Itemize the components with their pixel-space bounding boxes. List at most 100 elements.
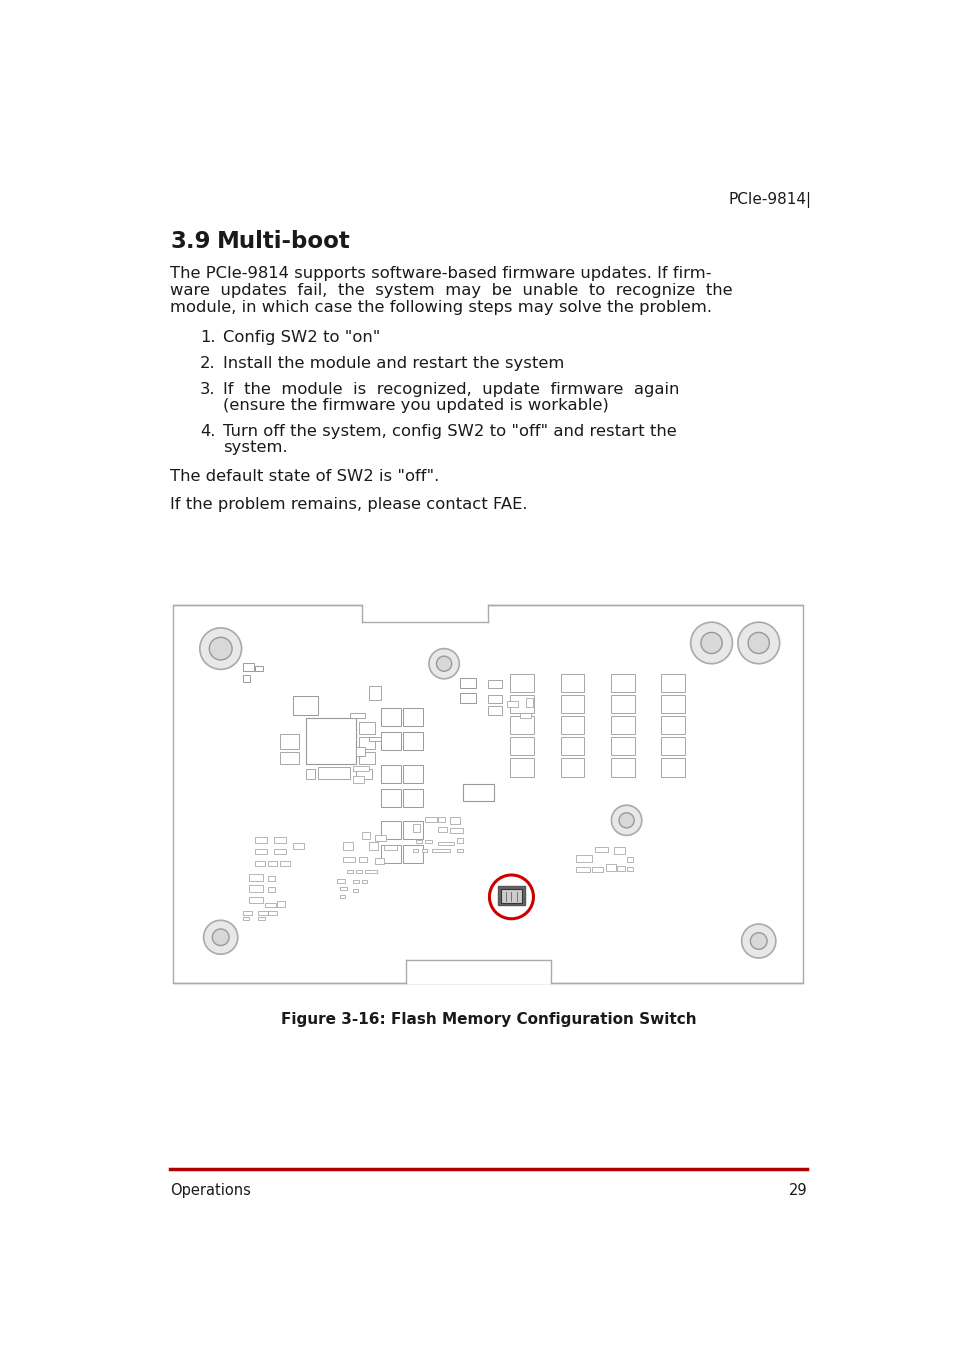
Bar	[462, 784, 494, 802]
Bar	[255, 837, 266, 844]
Bar	[660, 738, 684, 756]
Bar	[510, 695, 534, 714]
Bar	[381, 733, 401, 750]
Bar	[425, 839, 431, 844]
Bar	[346, 871, 353, 873]
Bar	[362, 604, 488, 623]
Bar	[381, 708, 401, 726]
Bar	[576, 867, 590, 872]
Bar	[617, 865, 624, 871]
Bar	[305, 719, 355, 764]
Bar	[488, 707, 501, 715]
Circle shape	[209, 638, 232, 659]
Text: If  the  module  is  recognized,  update  firmware  again: If the module is recognized, update firm…	[223, 382, 679, 397]
Circle shape	[611, 806, 641, 835]
Bar	[384, 845, 396, 850]
Bar	[403, 708, 423, 726]
Bar	[305, 769, 314, 779]
Bar	[362, 880, 367, 883]
Circle shape	[750, 933, 766, 949]
Text: Operations: Operations	[171, 1183, 251, 1198]
Bar	[381, 845, 401, 862]
Bar	[242, 911, 252, 914]
Bar	[258, 917, 265, 921]
Bar	[510, 738, 534, 756]
Bar	[353, 890, 357, 892]
Bar	[416, 839, 421, 844]
Bar	[340, 895, 345, 898]
Bar	[249, 896, 263, 903]
Bar	[421, 849, 427, 853]
Bar	[610, 738, 634, 756]
Circle shape	[429, 649, 458, 678]
Bar	[560, 674, 584, 692]
Bar	[413, 825, 419, 831]
Bar	[592, 867, 602, 872]
Bar	[610, 716, 634, 734]
Bar	[255, 849, 266, 854]
Bar	[280, 734, 299, 749]
Bar	[274, 837, 285, 844]
Bar	[610, 674, 634, 692]
Bar	[459, 677, 475, 688]
Bar	[488, 680, 501, 688]
Bar	[280, 753, 299, 764]
Bar	[510, 758, 534, 777]
Text: 4.: 4.	[199, 424, 215, 439]
Bar	[660, 716, 684, 734]
Text: Figure 3-16: Flash Memory Configuration Switch: Figure 3-16: Flash Memory Configuration …	[281, 1011, 696, 1026]
Bar	[368, 686, 381, 700]
Bar	[368, 737, 381, 741]
Text: Install the module and restart the system: Install the module and restart the syste…	[223, 356, 564, 371]
Text: 2.: 2.	[199, 356, 215, 371]
Bar	[242, 663, 253, 672]
Text: 3.: 3.	[199, 382, 215, 397]
Bar	[358, 857, 367, 861]
Bar	[488, 695, 501, 703]
Bar	[375, 858, 384, 864]
Bar	[249, 886, 263, 892]
Bar	[368, 842, 377, 850]
Text: The default state of SW2 is "off".: The default state of SW2 is "off".	[171, 470, 439, 485]
Bar	[450, 818, 459, 825]
Bar	[358, 738, 375, 749]
Circle shape	[436, 657, 451, 672]
Bar	[614, 848, 624, 854]
Bar	[277, 902, 285, 907]
Text: Multi-boot: Multi-boot	[216, 230, 351, 253]
Bar	[519, 712, 531, 719]
Bar	[456, 849, 462, 853]
Bar	[456, 838, 462, 844]
Bar	[336, 879, 344, 883]
Bar	[660, 758, 684, 777]
Text: If the problem remains, please contact FAE.: If the problem remains, please contact F…	[171, 497, 527, 512]
Text: Config SW2 to "on": Config SW2 to "on"	[223, 330, 380, 345]
Bar	[268, 887, 275, 892]
Bar	[343, 857, 355, 861]
Text: The PCIe-9814 supports software-based firmware updates. If firm-: The PCIe-9814 supports software-based fi…	[171, 267, 711, 282]
Circle shape	[203, 921, 237, 955]
Circle shape	[618, 812, 634, 827]
Bar	[381, 821, 401, 839]
Bar	[626, 857, 632, 861]
Circle shape	[690, 623, 732, 663]
Bar	[362, 833, 370, 839]
Bar	[413, 849, 417, 853]
Bar	[268, 876, 275, 880]
Bar	[353, 765, 368, 772]
Bar	[258, 911, 268, 914]
Bar	[268, 861, 277, 865]
Bar	[403, 821, 423, 839]
Bar	[265, 903, 275, 907]
Bar	[610, 695, 634, 714]
Circle shape	[213, 929, 229, 945]
Bar	[375, 835, 386, 841]
Bar	[497, 886, 525, 906]
Bar	[403, 788, 423, 807]
Bar	[403, 845, 423, 862]
Bar	[510, 674, 534, 692]
Bar	[450, 827, 462, 834]
Bar	[560, 738, 584, 756]
Bar	[626, 867, 632, 871]
Bar	[459, 693, 475, 703]
